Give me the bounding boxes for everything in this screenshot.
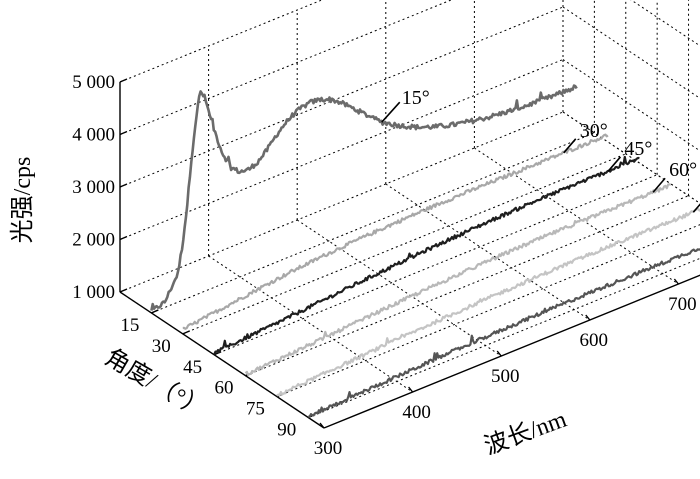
wavelength-tick-mark: [585, 314, 591, 321]
floor-gridline-x: [562, 111, 700, 204]
wavelength-tick-label: 600: [580, 330, 609, 351]
angle-tick-label: 90: [277, 420, 296, 441]
series-label-45: 45°: [624, 138, 652, 160]
series-label-60: 60°: [669, 159, 697, 181]
angle-tick-mark: [151, 309, 159, 314]
z-tick-mark: [119, 235, 128, 241]
z-tick-label: 1 000: [72, 282, 115, 303]
angle-tick-label: 15: [120, 315, 139, 336]
angle-tick-label: 30: [152, 336, 171, 357]
z-tick-label: 3 000: [72, 177, 115, 198]
series-line-30: [182, 133, 609, 330]
series-label-leader-45: [607, 156, 622, 172]
wavelength-tick-label: 300: [314, 438, 343, 459]
wavelength-tick-mark: [496, 350, 502, 357]
angle-tick-label: 75: [246, 399, 265, 420]
series-layer: [150, 84, 700, 418]
grid-layer: [119, 0, 700, 429]
series-line-90: [307, 248, 700, 418]
z-tick-label: 2 000: [72, 230, 115, 251]
series-line-75: [276, 207, 700, 397]
z-tick-label: 5 000: [72, 72, 115, 93]
series-label-leader-75: [692, 203, 700, 213]
floor-gridline-x: [385, 183, 591, 321]
z-tick-mark: [119, 130, 128, 136]
z-tick-label: 4 000: [72, 125, 115, 146]
wavelength-tick-label: 700: [668, 294, 697, 315]
series-label-30: 30°: [580, 120, 608, 142]
z-tick-mark: [119, 183, 128, 188]
series-label-15: 15°: [402, 87, 430, 109]
angle-tick-mark: [182, 330, 191, 335]
z-tick-mark: [119, 78, 128, 83]
floor-gridline-x: [474, 147, 679, 285]
series-line-15: [150, 84, 578, 311]
angle-tick-label: 60: [215, 378, 234, 399]
floor-gridline-angle: [151, 132, 595, 314]
wavelength-tick-mark: [319, 422, 325, 429]
floor-gridline-angle: [182, 153, 626, 335]
floor-gridline-angle: [213, 174, 658, 356]
side-wall-gridline-z: [562, 6, 700, 99]
floor-gridline-angle: [245, 195, 689, 377]
wavelength-tick-mark: [408, 386, 414, 393]
angle-axis-line: [119, 291, 325, 429]
labels-layer: 1 000 2 000 3 000 4 000 5 000 15 30 45 60 75 90 300…: [72, 72, 700, 459]
series-label-leader-15: [381, 101, 401, 123]
back-wall-gridline-z: [119, 6, 564, 188]
floor-gridline-x: [296, 219, 502, 357]
series-line-45: [213, 155, 640, 355]
wavelength-tick-label: 500: [491, 366, 520, 387]
wavelength-tick-mark: [673, 278, 679, 285]
floor-gridline-x: [208, 255, 413, 393]
series-line-60: [244, 183, 672, 376]
z-tick-mark: [119, 288, 128, 293]
wavelength-axis-line: [323, 274, 700, 429]
side-wall-gridline-z: [630, 0, 700, 47]
z-axis-label: 光强/cps: [9, 157, 36, 244]
wavelength-tick-label: 400: [402, 402, 431, 423]
x-axis-label: 波长/nm: [481, 406, 571, 461]
side-wall-gridline-z: [562, 59, 700, 152]
series-label-leader-30: [563, 138, 577, 154]
series-label-leader-60: [652, 177, 666, 193]
back-wall-gridline-z: [119, 0, 324, 83]
angle-tick-label: 45: [183, 357, 202, 378]
